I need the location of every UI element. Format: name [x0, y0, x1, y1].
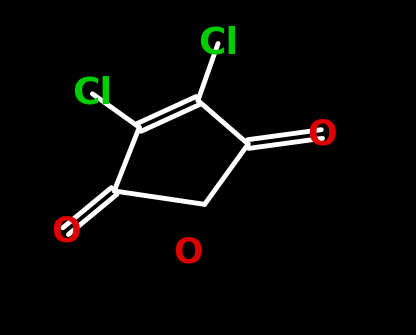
Text: Cl: Cl — [198, 25, 238, 62]
Text: Cl: Cl — [72, 76, 113, 112]
Text: O: O — [51, 214, 80, 248]
Text: O: O — [173, 236, 203, 270]
Text: O: O — [307, 117, 337, 151]
